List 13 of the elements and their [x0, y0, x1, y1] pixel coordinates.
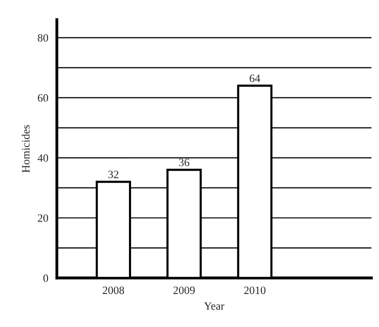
- y-tick-label: 60: [38, 94, 48, 102]
- data-label: 64: [250, 74, 260, 82]
- y-tick-label: 80: [38, 34, 48, 42]
- x-tick-label: 2008: [102, 286, 124, 294]
- y-tick-label: 20: [38, 214, 48, 222]
- data-label: 36: [179, 158, 190, 166]
- x-axis-title: Year: [204, 302, 224, 310]
- y-tick-label: 40: [38, 154, 48, 162]
- y-tick-label: 0: [43, 274, 48, 282]
- x-tick-label: 2010: [244, 286, 266, 294]
- y-axis-title: Homicides: [22, 125, 30, 173]
- x-tick-label: 2009: [173, 286, 195, 294]
- data-label: 32: [108, 170, 118, 178]
